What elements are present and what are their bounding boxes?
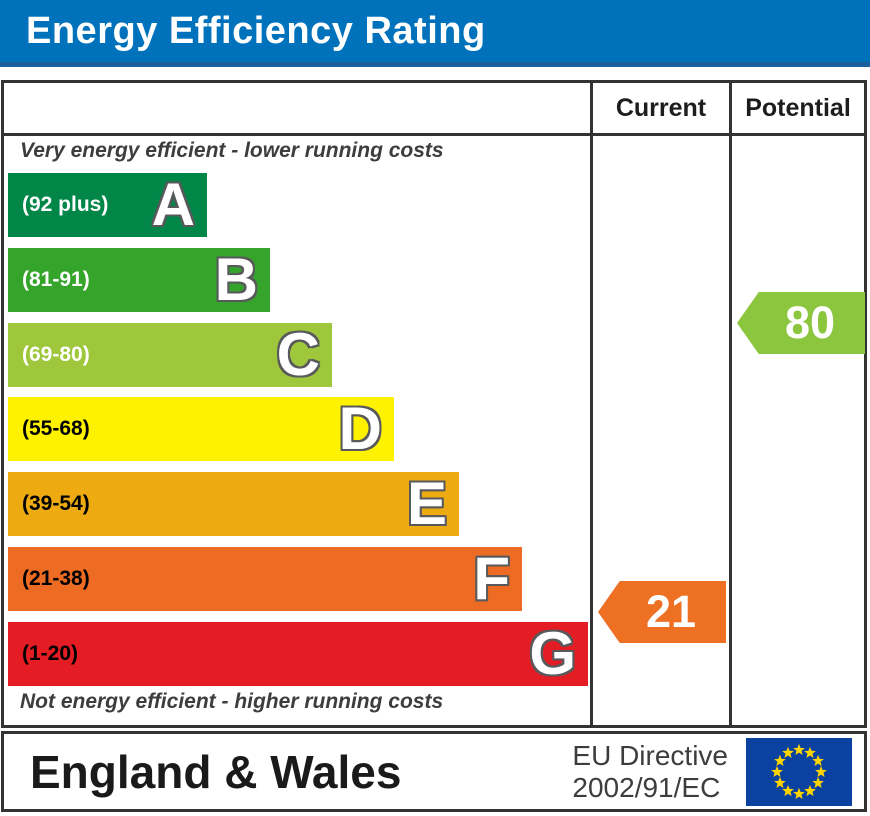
band-letter: A bbox=[151, 171, 195, 238]
potential-rating-arrow: 80 bbox=[737, 292, 865, 354]
band-letter: F bbox=[473, 545, 510, 612]
band-row-c: (69-80) C bbox=[8, 323, 332, 387]
eu-flag-icon bbox=[746, 737, 852, 806]
top-note: Very energy efficient - lower running co… bbox=[20, 139, 444, 162]
band-row-e: (39-54) E bbox=[8, 472, 459, 536]
band-letter: C bbox=[276, 321, 320, 388]
band-range-label: (81-91) bbox=[22, 268, 90, 291]
title-bar: Energy Efficiency Rating bbox=[0, 0, 870, 67]
band-range-label: (21-38) bbox=[22, 567, 90, 590]
band-range-label: (69-80) bbox=[22, 343, 90, 366]
band-range-label: (92 plus) bbox=[22, 193, 109, 216]
current-rating-value: 21 bbox=[645, 586, 697, 637]
bottom-note: Not energy efficient - higher running co… bbox=[20, 690, 444, 713]
band-letter: G bbox=[529, 620, 576, 687]
eu-directive-label: EU Directive 2002/91/EC bbox=[572, 740, 746, 804]
rating-table: Current Potential Very energy efficient … bbox=[1, 80, 867, 728]
rating-bands: (92 plus) A (81-91) B (69-80) C (55-68) … bbox=[8, 173, 590, 688]
page-title: Energy Efficiency Rating bbox=[26, 9, 486, 52]
band-row-b: (81-91) B bbox=[8, 248, 270, 312]
band-row-f: (21-38) F bbox=[8, 547, 522, 611]
band-range-label: (39-54) bbox=[22, 492, 90, 515]
band-range-label: (55-68) bbox=[22, 417, 90, 440]
eu-directive-line2: 2002/91/EC bbox=[572, 771, 721, 803]
footer-bar: England & Wales EU Directive 2002/91/EC bbox=[1, 731, 867, 812]
potential-rating-value: 80 bbox=[784, 297, 836, 348]
potential-column-header: Potential bbox=[745, 93, 851, 122]
potential-column-divider bbox=[729, 83, 732, 725]
band-letter: D bbox=[338, 395, 382, 462]
band-letter: E bbox=[406, 470, 447, 537]
band-row-a: (92 plus) A bbox=[8, 173, 207, 237]
eu-directive-line1: EU Directive bbox=[572, 739, 728, 771]
region-label: England & Wales bbox=[30, 745, 402, 798]
band-row-g: (1-20) G bbox=[8, 622, 588, 686]
current-column-header: Current bbox=[615, 93, 707, 122]
band-range-label: (1-20) bbox=[22, 642, 79, 665]
header-row-divider bbox=[4, 133, 864, 136]
band-letter: B bbox=[214, 246, 258, 313]
current-column-divider bbox=[590, 83, 593, 725]
current-rating-arrow: 21 bbox=[598, 581, 726, 643]
band-row-d: (55-68) D bbox=[8, 397, 394, 461]
